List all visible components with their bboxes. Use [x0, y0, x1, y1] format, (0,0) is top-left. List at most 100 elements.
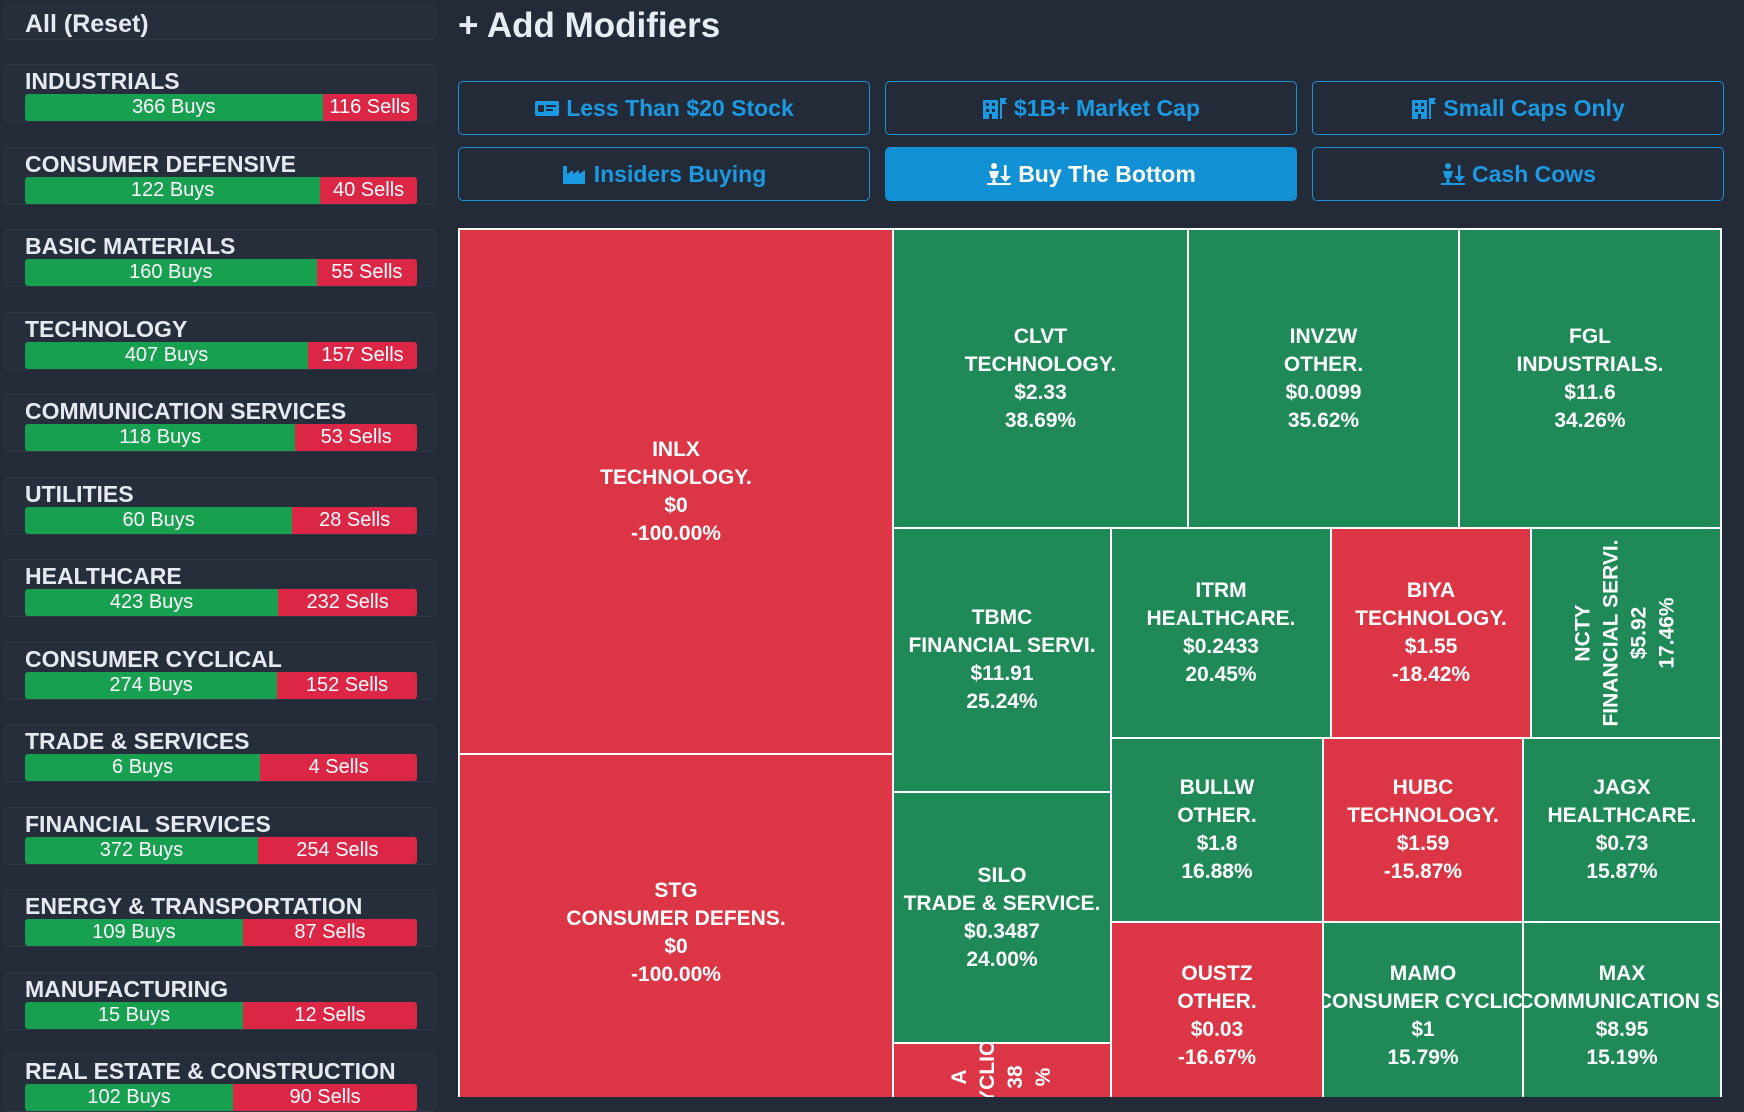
- tile-change: -18.42%: [1391, 663, 1471, 686]
- tile-ticker: BULLW: [1179, 776, 1255, 799]
- sells-count: 254 Sells: [257, 837, 417, 864]
- treemap-tile-bullw[interactable]: BULLW OTHER. $1.8 16.88%: [1110, 737, 1324, 923]
- sector-row-industrials[interactable]: INDUSTRIALS 366 Buys 116 Sells: [4, 64, 436, 122]
- treemap-tile-biya[interactable]: BIYA TECHNOLOGY. $1.55 -18.42%: [1330, 527, 1532, 739]
- reset-all-button[interactable]: All (Reset): [4, 6, 436, 40]
- treemap-tile-mamo[interactable]: MAMO CONSUMER CYCLIC. $1 15.79%: [1322, 921, 1524, 1097]
- tile-price: $1.55: [1404, 635, 1458, 658]
- sector-row-communication-services[interactable]: COMMUNICATION SERVICES 118 Buys 53 Sells: [4, 394, 436, 452]
- modifier-cash-cows-button[interactable]: Cash Cows: [1312, 147, 1724, 201]
- sells-count: 12 Sells: [242, 1002, 417, 1029]
- tile-text: CLVT TECHNOLOGY. $2.33 38.69%: [965, 323, 1117, 435]
- sells-count: 53 Sells: [295, 424, 417, 451]
- sector-name: REAL ESTATE & CONSTRUCTION: [25, 1058, 396, 1084]
- sector-row-trade-services[interactable]: TRADE & SERVICES 6 Buys 4 Sells: [4, 724, 436, 782]
- tile-ticker: OUSTZ: [1181, 962, 1253, 985]
- sector-row-healthcare[interactable]: HEALTHCARE 423 Buys 232 Sells: [4, 559, 436, 617]
- tile-change: 15.87%: [1586, 860, 1658, 883]
- tile-text: SILO TRADE & SERVICE. $0.3487 24.00%: [904, 862, 1101, 974]
- sector-row-real-estate-construction[interactable]: REAL ESTATE & CONSTRUCTION 102 Buys 90 Sel…: [4, 1054, 436, 1112]
- sells-count: 232 Sells: [278, 589, 417, 616]
- sector-row-financial-services[interactable]: FINANCIAL SERVICES 372 Buys 254 Sells: [4, 807, 436, 865]
- tile-ticker: NCTY: [1572, 604, 1595, 662]
- sector-name: MANUFACTURING: [25, 976, 229, 1002]
- tile-price: $0.0099: [1285, 380, 1362, 404]
- tile-text: ITRM HEALTHCARE. $0.2433 20.45%: [1147, 577, 1296, 689]
- tile-ticker: MAX: [1598, 962, 1646, 985]
- sector-row-basic-materials[interactable]: BASIC MATERIALS 160 Buys 55 Sells: [4, 229, 436, 287]
- sector-row-consumer-cyclical[interactable]: CONSUMER CYCLICAL 274 Buys 152 Sells: [4, 642, 436, 700]
- modifier-buy-the-bottom-button[interactable]: Buy The Bottom: [885, 147, 1297, 201]
- treemap-tile-stg[interactable]: STG CONSUMER DEFENS. $0 -100.00%: [458, 753, 894, 1097]
- tile-price: $11.91: [970, 662, 1034, 685]
- sector-row-manufacturing[interactable]: MANUFACTURING 15 Buys 12 Sells: [4, 972, 436, 1030]
- modifier-label: Small Caps Only: [1443, 94, 1625, 121]
- buys-count: 274 Buys: [25, 672, 278, 699]
- treemap-tile-jagx[interactable]: JAGX HEALTHCARE. $0.73 15.87%: [1522, 737, 1722, 923]
- modifier-label: $1B+ Market Cap: [1014, 94, 1200, 121]
- sells-count: 90 Sells: [233, 1084, 417, 1111]
- sector-row-technology[interactable]: TECHNOLOGY 407 Buys 157 Sells: [4, 312, 436, 370]
- sector-row-consumer-defensive[interactable]: CONSUMER DEFENSIVE 122 Buys 40 Sells: [4, 147, 436, 205]
- treemap-tile-a[interactable]: A CYCLIC. 38%: [892, 1042, 1112, 1097]
- treemap-tile-clvt[interactable]: CLVT TECHNOLOGY. $2.33 38.69%: [892, 228, 1189, 529]
- building-flag-icon: [982, 96, 1008, 120]
- sector-name: BASIC MATERIALS: [25, 233, 236, 259]
- tile-ticker: STG: [654, 879, 698, 902]
- tile-ticker: SILO: [977, 863, 1027, 887]
- treemap-tile-invzw[interactable]: INVZW OTHER. $0.0099 35.62%: [1187, 228, 1460, 529]
- buys-count: 160 Buys: [25, 259, 317, 286]
- tile-ticker: FGL: [1569, 324, 1611, 348]
- tile-text: BULLW OTHER. $1.8 16.88%: [1177, 774, 1256, 886]
- sector-row-utilities[interactable]: UTILITIES 60 Buys 28 Sells: [4, 477, 436, 535]
- modifier-small-caps-only-button[interactable]: Small Caps Only: [1312, 81, 1724, 135]
- buy-sell-bar: 122 Buys 40 Sells: [25, 177, 417, 204]
- treemap-tile-hubc[interactable]: HUBC TECHNOLOGY. $1.59 -15.87%: [1322, 737, 1524, 923]
- tile-sector: OTHER.: [1177, 804, 1257, 827]
- treemap-tile-oustz[interactable]: OUSTZ OTHER. $0.03 -16.67%: [1110, 921, 1324, 1097]
- sells-count: 87 Sells: [242, 919, 417, 946]
- buys-count: 15 Buys: [25, 1002, 243, 1029]
- tile-sector: FINANCIAL SERVI.: [908, 634, 1096, 657]
- tile-sector: INDUSTRIALS.: [1516, 352, 1664, 376]
- tile-text: INVZW OTHER. $0.0099 35.62%: [1284, 323, 1363, 435]
- buy-sell-bar: 423 Buys 232 Sells: [25, 589, 417, 616]
- buys-count: 122 Buys: [25, 177, 321, 204]
- tile-change: -100.00%: [631, 963, 721, 986]
- tile-ticker: HUBC: [1392, 776, 1454, 799]
- modifier-insiders-buying-button[interactable]: Insiders Buying: [458, 147, 870, 201]
- tile-change: -100.00%: [631, 521, 721, 545]
- buy-sell-bar: 6 Buys 4 Sells: [25, 754, 417, 781]
- sector-name: HEALTHCARE: [25, 563, 182, 589]
- tile-price: $0.03: [1190, 1018, 1244, 1041]
- treemap-tile-silo[interactable]: SILO TRADE & SERVICE. $0.3487 24.00%: [892, 791, 1112, 1044]
- sector-name: CONSUMER DEFENSIVE: [25, 151, 296, 177]
- sells-count: 40 Sells: [320, 177, 417, 204]
- treemap-tile-max[interactable]: MAX COMMUNICATION S. $8.95 15.19%: [1522, 921, 1722, 1097]
- tile-sector: TECHNOLOGY.: [1355, 607, 1507, 630]
- tile-price: $8.95: [1595, 1018, 1649, 1041]
- building-flag-icon: [1411, 96, 1437, 120]
- modifier-less-than-20-stock-button[interactable]: Less Than $20 Stock: [458, 81, 870, 135]
- buy-sell-bar: 160 Buys 55 Sells: [25, 259, 417, 286]
- tile-change: 15.19%: [1586, 1046, 1658, 1069]
- tile-change: 25.24%: [966, 690, 1038, 713]
- sector-name: INDUSTRIALS: [25, 68, 180, 94]
- tile-ticker: ITRM: [1195, 579, 1247, 602]
- sector-name: FINANCIAL SERVICES: [25, 811, 271, 837]
- treemap-tile-ncty[interactable]: NCTY FINANCIAL SERVI. $5.92 17.46%: [1530, 527, 1722, 739]
- sector-row-energy-transportation[interactable]: ENERGY & TRANSPORTATION 109 Buys 87 Sells: [4, 889, 436, 947]
- treemap-tile-tbmc[interactable]: TBMC FINANCIAL SERVI. $11.91 25.24%: [892, 527, 1112, 793]
- modifier-1b-market-cap-button[interactable]: $1B+ Market Cap: [885, 81, 1297, 135]
- buy-sell-bar: 60 Buys 28 Sells: [25, 507, 417, 534]
- treemap-tile-inlx[interactable]: INLX TECHNOLOGY. $0 -100.00%: [458, 228, 894, 755]
- treemap-tile-fgl[interactable]: FGL INDUSTRIALS. $11.6 34.26%: [1458, 228, 1722, 529]
- tile-price: $0.3487: [964, 919, 1040, 943]
- add-modifiers-title[interactable]: + Add Modifiers: [458, 6, 721, 45]
- modifier-label: Less Than $20 Stock: [566, 94, 794, 121]
- tile-price: $1.8: [1196, 832, 1238, 855]
- sector-name: COMMUNICATION SERVICES: [25, 398, 347, 424]
- tile-text: MAMO CONSUMER CYCLIC. $1 15.79%: [1324, 960, 1522, 1072]
- treemap-tile-itrm[interactable]: ITRM HEALTHCARE. $0.2433 20.45%: [1110, 527, 1332, 739]
- tile-change: 34.26%: [1554, 408, 1626, 432]
